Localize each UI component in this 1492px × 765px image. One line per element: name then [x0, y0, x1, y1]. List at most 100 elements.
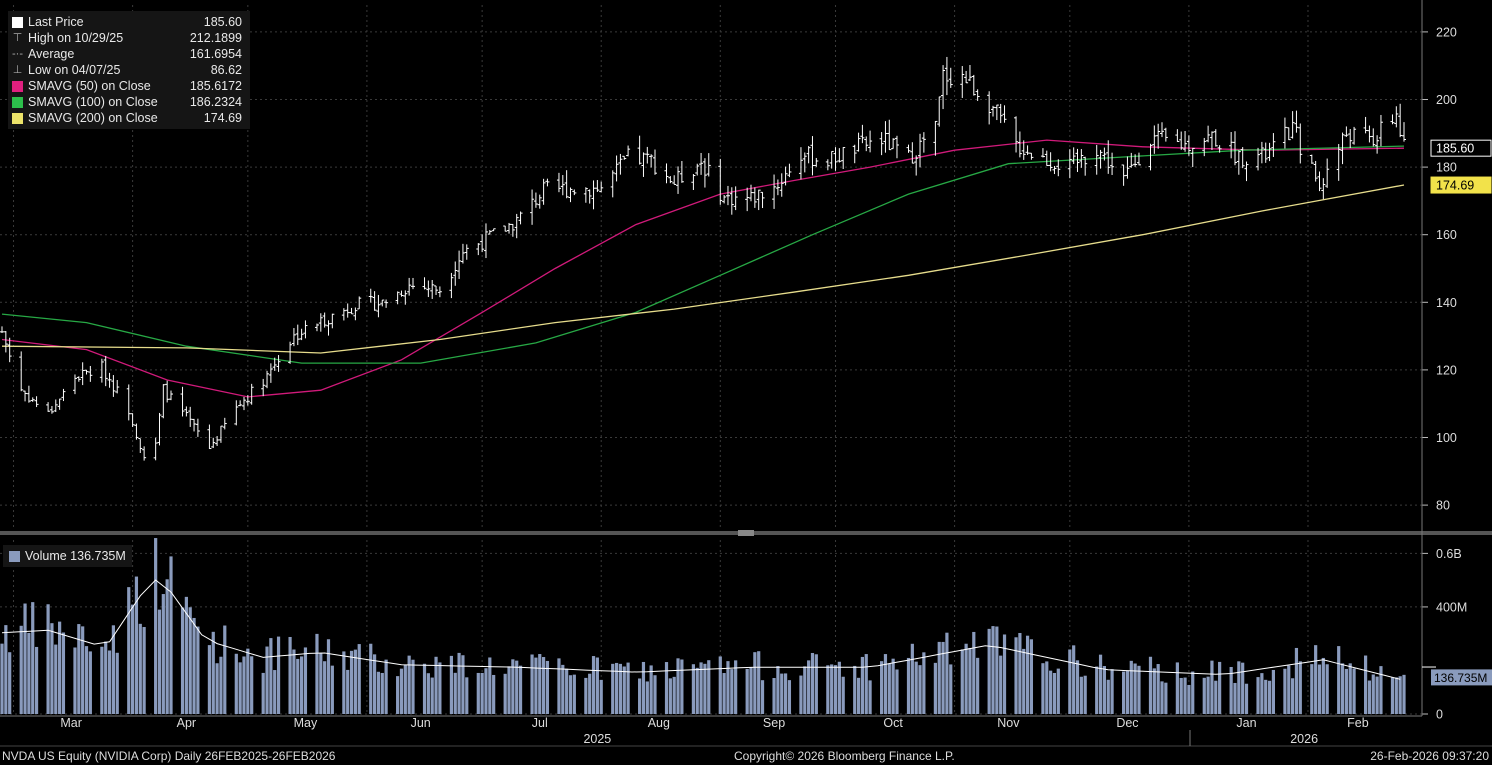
volume-bar	[760, 680, 765, 714]
volume-bar	[1206, 676, 1210, 714]
volume-bar	[703, 663, 707, 714]
ohlc-bar	[725, 185, 730, 206]
legend-label: Low on 04/07/25	[28, 63, 121, 77]
volume-bar	[960, 649, 964, 714]
volume-bar	[1210, 660, 1214, 714]
ohlc-bar	[787, 163, 792, 178]
ohlc-bar	[664, 163, 669, 184]
volume-bar	[242, 656, 246, 714]
volume-bar	[503, 673, 507, 714]
ohlc-bar	[879, 132, 884, 156]
month-label: Sep	[763, 716, 785, 730]
ohlc-bar	[706, 153, 711, 177]
volume-bar	[1106, 679, 1110, 714]
year-label: 2025	[583, 732, 611, 746]
ohlc-bar	[476, 243, 481, 256]
volume-bar	[1294, 647, 1299, 714]
month-label: Oct	[883, 716, 903, 730]
volume-bar	[1152, 668, 1156, 714]
ohlc-bar	[372, 291, 377, 311]
volume-bar	[1014, 637, 1018, 714]
volume-bar	[1321, 657, 1325, 714]
volume-bar	[780, 673, 784, 714]
volume-bar	[668, 678, 672, 714]
ohlc-bar	[676, 166, 681, 194]
ohlc-bar	[126, 384, 131, 421]
volume-bar	[1041, 663, 1045, 714]
volume-bar	[1056, 668, 1060, 714]
ohlc-bar	[1236, 150, 1241, 175]
ohlc-bar	[1309, 154, 1314, 164]
ohlc-bar	[1071, 147, 1076, 164]
volume-bar	[814, 654, 818, 714]
volume-bar	[987, 628, 991, 714]
ohlc-bar	[157, 412, 162, 446]
volume-bar	[1133, 663, 1137, 714]
ohlc-bar	[1402, 122, 1406, 142]
ohlc-bar	[618, 153, 623, 175]
ohlc-bar	[1375, 135, 1380, 154]
volume-bar	[726, 661, 730, 714]
volume-bar	[1264, 679, 1268, 714]
ohlc-bar	[1282, 117, 1287, 149]
ohlc-bar	[775, 179, 780, 196]
ohlc-bar	[918, 133, 923, 168]
volume-bar	[572, 674, 576, 714]
ohlc-bar	[1229, 132, 1234, 159]
ohlc-bar	[568, 187, 573, 203]
volume-bar	[545, 660, 550, 714]
volume-bar	[653, 675, 657, 714]
month-label: Jun	[411, 716, 431, 730]
volume-bar	[730, 669, 734, 714]
volume-bar	[276, 636, 281, 714]
price-tick-label: 80	[1436, 499, 1450, 513]
price-tick-label: 220	[1436, 25, 1457, 39]
volume-bar	[853, 665, 857, 714]
ohlc-bar	[1294, 110, 1299, 133]
volume-bar	[77, 624, 81, 714]
ohlc-bar	[837, 148, 842, 163]
ohlc-bar	[937, 96, 942, 127]
legend-sma200: SMAVG (200) on Close 174.69	[12, 110, 242, 126]
volume-bar	[434, 656, 438, 714]
volume-bar	[19, 625, 23, 714]
volume-bar	[449, 655, 454, 714]
ohlc-bar	[460, 243, 465, 264]
price-value-tag-label: 185.60	[1436, 142, 1474, 156]
ohlc-bar	[76, 376, 81, 382]
legend-label: Volume 136.735M	[25, 549, 126, 563]
ohlc-bar	[211, 437, 216, 449]
volume-bar	[84, 646, 89, 714]
ohlc-bar	[134, 423, 139, 440]
ohlc-bar	[944, 56, 949, 96]
ohlc-bar	[829, 150, 834, 169]
volume-bar	[1340, 663, 1345, 714]
price-value-tag-label: 174.69	[1436, 179, 1474, 193]
volume-bar	[488, 657, 492, 714]
volume-bar	[357, 644, 361, 714]
volume-bar	[238, 662, 242, 714]
ohlc-bar	[1094, 144, 1099, 175]
month-label: Nov	[997, 716, 1020, 730]
ohlc-bar	[1348, 129, 1353, 149]
ohlc-bar	[1336, 143, 1341, 181]
ohlc-bar	[1048, 152, 1053, 172]
volume-bar	[557, 658, 561, 714]
volume-bar	[1160, 681, 1164, 714]
ohlc-bar	[241, 396, 246, 411]
volume-bar	[127, 587, 131, 714]
sma200-swatch	[12, 112, 23, 124]
ohlc-bar	[1056, 159, 1061, 177]
ohlc-bar	[303, 320, 308, 339]
ohlc-bar	[349, 307, 354, 315]
volume-bar	[1260, 673, 1264, 714]
legend-value: 185.6172	[189, 79, 242, 93]
volume-bar	[215, 663, 219, 714]
volume-bar	[438, 662, 442, 714]
volume-bar	[372, 654, 377, 714]
ohlc-bar	[1321, 178, 1326, 200]
volume-bar	[1237, 661, 1241, 714]
volume-value-tag	[1431, 669, 1492, 686]
ohlc-bar	[103, 355, 108, 387]
ohlc-bar	[868, 130, 873, 153]
